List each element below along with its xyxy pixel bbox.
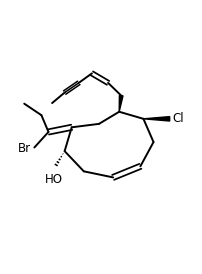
Polygon shape (143, 117, 170, 121)
Text: Cl: Cl (173, 112, 184, 125)
Polygon shape (119, 95, 123, 112)
Text: Br: Br (18, 142, 31, 155)
Text: HO: HO (44, 173, 63, 186)
